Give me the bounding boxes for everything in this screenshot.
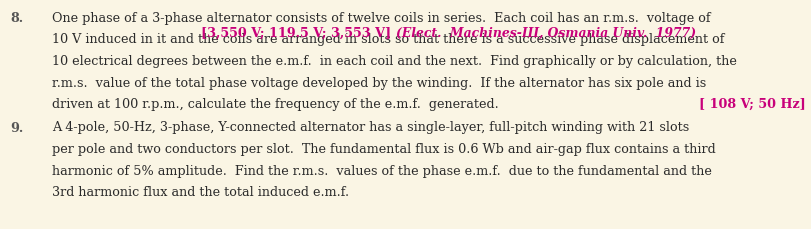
Text: per pole and two conductors per slot.  The fundamental flux is 0.6 Wb and air-ga: per pole and two conductors per slot. Th… [52, 143, 714, 156]
Text: harmonic of 5% amplitude.  Find the r.m.s.  values of the phase e.m.f.  due to t: harmonic of 5% amplitude. Find the r.m.s… [52, 164, 711, 177]
Text: One phase of a 3-phase alternator consists of twelve coils in series.  Each coil: One phase of a 3-phase alternator consis… [52, 12, 710, 25]
Text: [ 108 V; 50 Hz]: [ 108 V; 50 Hz] [698, 98, 805, 111]
Text: [3,550 V; 119.5 V; 3,553 V]: [3,550 V; 119.5 V; 3,553 V] [201, 27, 396, 40]
Text: A 4-pole, 50-Hz, 3-phase, Y-connected alternator has a single-layer, full-pitch : A 4-pole, 50-Hz, 3-phase, Y-connected al… [52, 122, 689, 134]
Text: 8.: 8. [10, 12, 23, 25]
Text: r.m.s.  value of the total phase voltage developed by the winding.  If the alter: r.m.s. value of the total phase voltage … [52, 76, 706, 90]
Text: 3rd harmonic flux and the total induced e.m.f.: 3rd harmonic flux and the total induced … [52, 186, 349, 199]
Text: (Elect.  Machines-III, Osmania Univ.  1977): (Elect. Machines-III, Osmania Univ. 1977… [396, 27, 695, 40]
Text: 9.: 9. [10, 122, 24, 134]
Text: 10 V induced in it and the coils are arranged in slots so that there is a succes: 10 V induced in it and the coils are arr… [52, 33, 723, 46]
Text: 10 electrical degrees between the e.m.f.  in each coil and the next.  Find graph: 10 electrical degrees between the e.m.f.… [52, 55, 736, 68]
Text: driven at 100 r.p.m., calculate the frequency of the e.m.f.  generated.: driven at 100 r.p.m., calculate the freq… [52, 98, 498, 111]
